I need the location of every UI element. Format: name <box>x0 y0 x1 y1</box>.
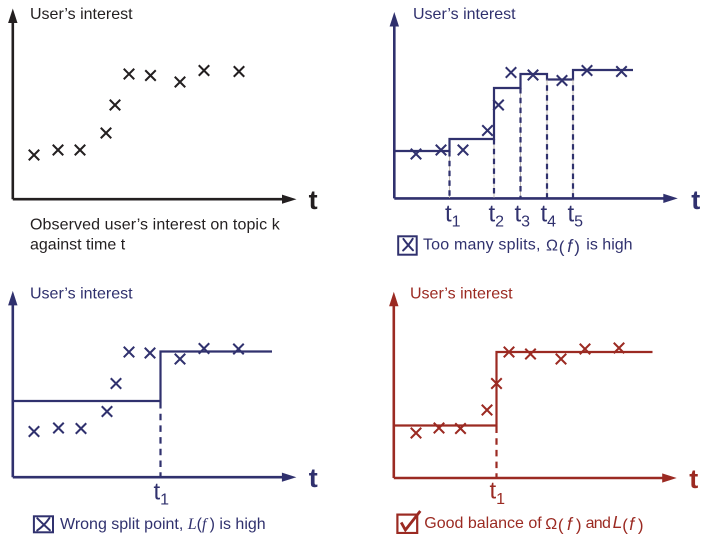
svg-text:t: t <box>691 185 700 215</box>
svg-text:and: and <box>586 515 611 532</box>
svg-text:f: f <box>629 514 636 534</box>
svg-text:User’s interest: User’s interest <box>30 285 133 302</box>
svg-text:t: t <box>309 463 318 493</box>
svg-text:t: t <box>689 464 698 494</box>
svg-text:t2: t2 <box>489 200 505 230</box>
svg-text:): ) <box>574 237 580 256</box>
svg-text:User’s interest: User’s interest <box>413 6 516 23</box>
svg-text:User’s interest: User’s interest <box>410 286 513 303</box>
svg-text:Ω: Ω <box>546 238 558 255</box>
svg-text:Good balance of: Good balance of <box>424 515 542 532</box>
svg-text:(: ( <box>558 516 564 534</box>
svg-text:t3: t3 <box>515 200 531 230</box>
svg-text:t: t <box>309 185 318 215</box>
svg-text:t1: t1 <box>154 479 170 509</box>
svg-text:against time t: against time t <box>30 237 126 254</box>
svg-text:Wrong split point, L(f ) is hi: Wrong split point, L(f ) is high <box>60 516 266 533</box>
svg-text:): ) <box>576 516 582 534</box>
svg-text:t1: t1 <box>490 478 506 509</box>
svg-text:f: f <box>567 236 574 256</box>
svg-text:User’s interest: User’s interest <box>30 6 133 23</box>
svg-text:Ω: Ω <box>545 516 557 533</box>
svg-text:Too many splits,: Too many splits, <box>423 236 541 253</box>
svg-text:Observed user’s interest on to: Observed user’s interest on topic k <box>30 216 281 233</box>
svg-text:t5: t5 <box>568 200 584 230</box>
svg-text:(: ( <box>559 237 565 256</box>
svg-text:L: L <box>613 512 623 532</box>
svg-text:(: ( <box>622 516 628 534</box>
svg-text:t1: t1 <box>445 200 461 230</box>
svg-text:): ) <box>638 516 644 534</box>
svg-text:is high: is high <box>586 236 632 253</box>
svg-text:f: f <box>567 514 574 534</box>
svg-text:t4: t4 <box>541 200 557 230</box>
